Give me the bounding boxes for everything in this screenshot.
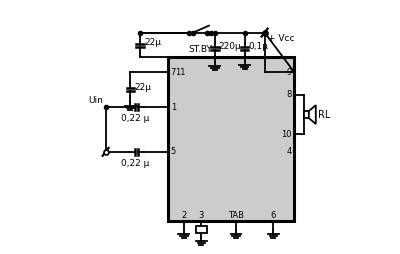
Text: 10: 10 [281,130,292,139]
Text: 8: 8 [286,90,292,99]
Text: + Vcc: + Vcc [268,34,295,43]
Bar [168,57,294,221]
Text: TAB: TAB [228,211,244,220]
Text: 220μ: 220μ [218,42,241,51]
Text: 4: 4 [286,147,292,156]
Text: 7: 7 [171,68,176,77]
Text: Uin: Uin [88,97,103,105]
Polygon shape [309,105,316,124]
Text: 0,22 μ: 0,22 μ [121,158,150,168]
Text: 0,22 μ: 0,22 μ [121,114,150,123]
Text: 6: 6 [271,211,276,220]
Text: 3: 3 [198,211,204,220]
Text: ST.BY: ST.BY [188,45,212,54]
Text: 22μ: 22μ [134,83,152,92]
Bar [196,226,207,233]
Text: 1: 1 [171,103,176,112]
Text: 22μ: 22μ [144,38,162,47]
Text: RL: RL [318,109,330,120]
Text: 11: 11 [175,68,186,77]
Text: 9: 9 [286,68,292,77]
Text: 0,1μ: 0,1μ [248,42,268,51]
Text: 5: 5 [171,147,176,156]
Bar [304,111,309,118]
Text: 2: 2 [181,211,186,220]
